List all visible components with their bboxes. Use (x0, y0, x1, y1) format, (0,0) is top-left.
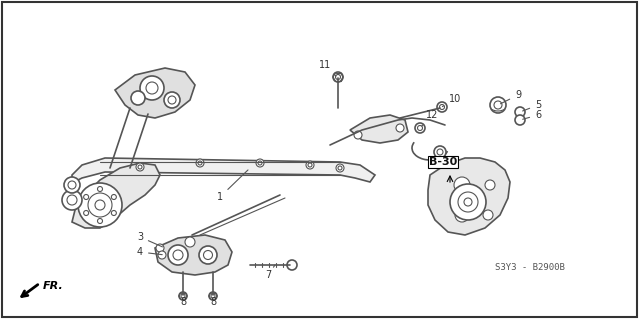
Circle shape (485, 180, 495, 190)
Circle shape (131, 91, 145, 105)
Polygon shape (428, 158, 510, 235)
Circle shape (140, 76, 164, 100)
Circle shape (156, 244, 164, 252)
Circle shape (455, 208, 469, 222)
Circle shape (415, 123, 425, 133)
Circle shape (515, 115, 525, 125)
Text: 7: 7 (265, 265, 275, 280)
Text: 8: 8 (180, 297, 186, 307)
Circle shape (198, 161, 202, 165)
Circle shape (417, 125, 422, 130)
Text: 12: 12 (422, 110, 438, 126)
Circle shape (211, 294, 215, 298)
Circle shape (111, 195, 116, 199)
Polygon shape (72, 158, 375, 183)
Circle shape (450, 184, 486, 220)
Circle shape (306, 161, 314, 169)
Text: B-30: B-30 (429, 157, 457, 167)
Circle shape (78, 183, 122, 227)
Text: 6: 6 (523, 110, 541, 120)
Circle shape (209, 292, 217, 300)
Text: 4: 4 (137, 247, 163, 257)
Circle shape (67, 195, 77, 205)
Circle shape (68, 181, 76, 189)
Circle shape (97, 187, 102, 191)
Circle shape (336, 164, 344, 172)
Circle shape (136, 163, 144, 171)
Circle shape (84, 195, 89, 199)
Circle shape (84, 211, 89, 216)
Circle shape (437, 149, 443, 155)
Text: 11: 11 (319, 60, 336, 76)
Circle shape (308, 163, 312, 167)
Text: 9: 9 (500, 90, 521, 104)
Circle shape (434, 146, 446, 158)
Circle shape (64, 177, 80, 193)
Circle shape (196, 159, 204, 167)
Polygon shape (72, 163, 160, 228)
Circle shape (396, 124, 404, 132)
Polygon shape (155, 235, 232, 275)
Text: 8: 8 (210, 297, 216, 307)
Circle shape (146, 82, 158, 94)
Circle shape (256, 159, 264, 167)
Circle shape (483, 210, 493, 220)
Circle shape (168, 245, 188, 265)
Circle shape (440, 105, 445, 109)
Circle shape (333, 72, 343, 82)
Polygon shape (115, 68, 195, 118)
Circle shape (464, 198, 472, 206)
Text: 5: 5 (523, 100, 541, 111)
Circle shape (454, 177, 470, 193)
Circle shape (204, 250, 212, 259)
Circle shape (335, 75, 340, 79)
Circle shape (287, 260, 297, 270)
Polygon shape (350, 115, 408, 143)
Circle shape (164, 92, 180, 108)
Circle shape (95, 200, 105, 210)
Circle shape (258, 161, 262, 165)
Text: 1: 1 (217, 170, 248, 202)
Circle shape (179, 292, 187, 300)
Circle shape (181, 294, 185, 298)
Circle shape (338, 166, 342, 170)
Circle shape (471, 193, 485, 207)
Circle shape (158, 251, 166, 259)
Circle shape (111, 211, 116, 216)
Circle shape (515, 107, 525, 117)
Circle shape (458, 192, 478, 212)
Circle shape (88, 193, 112, 217)
Circle shape (437, 102, 447, 112)
Circle shape (199, 246, 217, 264)
Text: S3Y3 - B2900B: S3Y3 - B2900B (495, 263, 565, 272)
Circle shape (168, 96, 176, 104)
Circle shape (62, 190, 82, 210)
Circle shape (490, 97, 506, 113)
Text: 3: 3 (137, 232, 163, 247)
Text: 10: 10 (442, 94, 461, 107)
Circle shape (97, 219, 102, 224)
Text: FR.: FR. (43, 281, 64, 291)
Circle shape (138, 165, 142, 169)
Circle shape (185, 237, 195, 247)
Circle shape (494, 101, 502, 109)
Circle shape (173, 250, 183, 260)
Circle shape (354, 131, 362, 139)
